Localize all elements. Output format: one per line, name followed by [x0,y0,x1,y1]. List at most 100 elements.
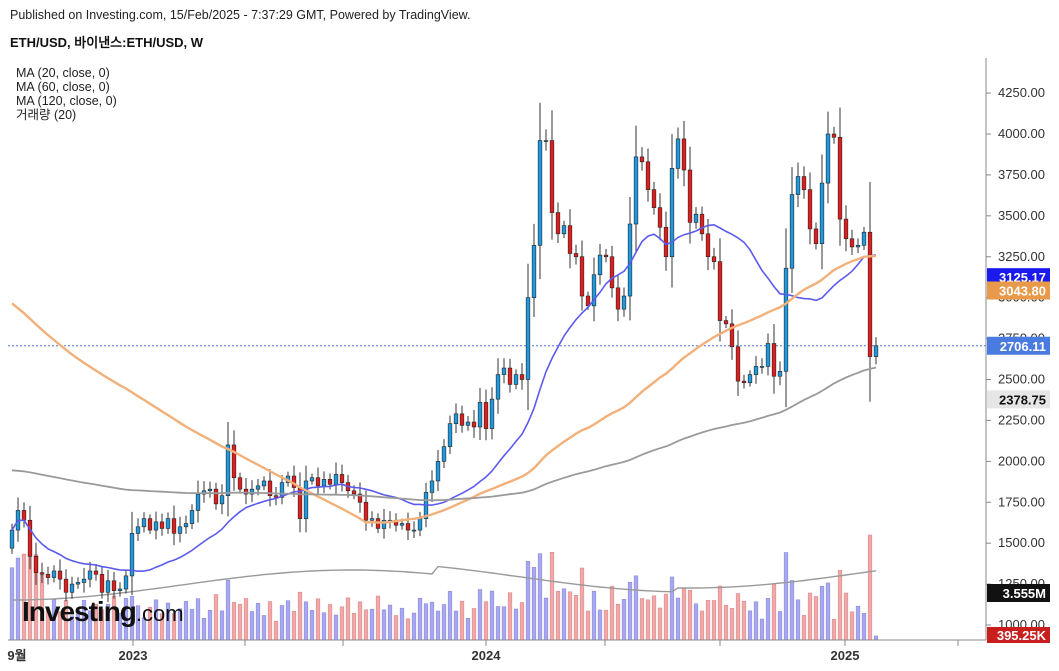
candle-up [448,424,452,447]
candle-up [10,530,14,548]
candle-down [682,139,686,170]
candle-up [598,255,602,275]
moving-averages [12,225,876,571]
volume-bar [508,593,512,640]
candle-down [472,422,476,427]
volume-bar [502,607,506,640]
volume-bar [802,615,806,640]
candle-down [172,519,176,534]
candle-up [538,141,542,246]
y-tick-label: 1750.00 [998,494,1045,509]
volume-bar [334,615,338,640]
candle-up [490,399,494,428]
volume-bar [406,619,410,640]
volume-bar [322,613,326,640]
volume-bar [448,591,452,640]
volume-bar [220,611,224,640]
candle-up [226,445,230,496]
candle-down [616,288,620,309]
volume-bar [418,598,422,640]
volume-bar [382,610,386,640]
candle-down [814,229,818,244]
candle-up [874,346,878,357]
candle-up [862,232,866,245]
candle-up [526,298,530,380]
candle-down [868,232,872,356]
candle-up [124,576,128,589]
candle-down [238,478,242,489]
candle-up [310,478,314,481]
volume-bar [622,599,626,640]
candle-up [70,584,74,592]
volume-bar [862,613,866,640]
candle-down [844,219,848,239]
volume-bar [628,582,632,640]
volume-bar [184,601,188,640]
candle-down [658,208,662,228]
y-tick-label: 2500.00 [998,372,1045,387]
volume-bar [232,602,236,640]
volume-bar [316,599,320,640]
volume-bar [616,604,620,640]
ma120-tag: 2378.75 [999,392,1046,407]
candle-up [256,486,260,489]
candle-up [196,494,200,510]
volume-bar [484,602,488,640]
volume-bar [748,611,752,640]
volume-bar [454,611,458,640]
candle-up [436,461,440,481]
volume-bar [244,599,248,641]
y-tick-label: 3250.00 [998,249,1045,264]
candle-up [796,177,800,195]
volume-bar [604,610,608,640]
candle-down [328,479,332,484]
volume-bar [856,606,860,640]
volume-bar [868,535,872,640]
volume-bar [586,611,590,640]
volume-bar [712,601,716,641]
volume-bar [838,570,842,640]
candle-down [556,213,560,234]
candle-up [778,371,782,376]
volume-bar [262,616,266,641]
volume-bar [490,591,494,640]
price-chart[interactable]: 4250.004000.003750.003500.003250.003000.… [0,0,1059,671]
candle-up [154,522,158,530]
ma60-tag: 3043.80 [999,283,1046,298]
candle-up [514,375,518,385]
volume-bar [766,598,770,640]
candle-down [274,496,278,498]
last-price-tag: 2706.11 [1000,339,1046,354]
candle-down [94,571,98,574]
candle-down [352,491,356,494]
volume-bar [640,599,644,641]
candle-down [460,414,464,425]
candle-down [574,253,578,256]
candle-up [502,368,506,375]
candle-up [544,141,548,142]
volume-bar [274,621,278,640]
volume-bar [298,592,302,640]
candle-up [82,579,86,582]
candle-up [466,422,470,425]
x-tick-label: 2024 [472,648,502,663]
candle-down [838,137,842,219]
volume-bar [574,595,578,640]
volume-bar [670,577,674,640]
candle-down [34,556,38,572]
candle-up [370,519,374,521]
candle-down [40,573,44,575]
volume-bar [742,601,746,640]
candle-up [208,489,212,491]
volume-bar [796,600,800,640]
volume-bar [202,618,206,640]
x-tick-label: 9월 [7,648,26,663]
candle-down [718,262,722,321]
candle-up [52,571,56,578]
volume-bar [394,616,398,641]
candle-up [754,366,758,374]
volume-bar [190,609,194,640]
candle-up [532,245,536,297]
candle-up [88,571,92,579]
volume-bar [238,604,242,640]
